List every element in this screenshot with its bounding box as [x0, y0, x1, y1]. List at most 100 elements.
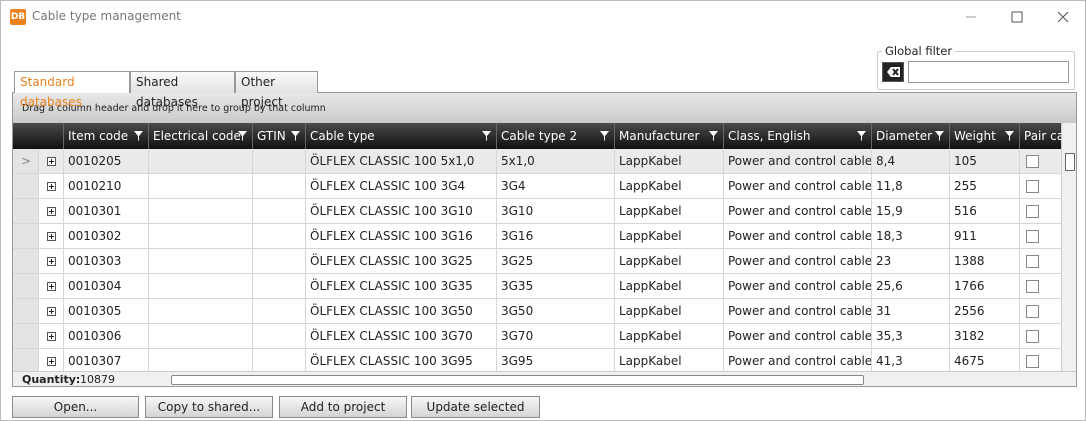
filter-icon[interactable] — [134, 131, 143, 141]
row-indicator — [13, 249, 39, 274]
grid-cell — [1020, 324, 1061, 349]
filter-icon[interactable] — [238, 131, 247, 141]
grid-cell: 5x1,0 — [497, 149, 615, 174]
column-header[interactable]: Class, English — [724, 123, 872, 149]
grid-cell — [253, 199, 306, 224]
grid-cell: LappKabel — [615, 324, 724, 349]
column-header[interactable]: Cable type 2 — [497, 123, 615, 149]
expand-button[interactable] — [47, 207, 56, 216]
vertical-scrollbar[interactable] — [1061, 123, 1076, 371]
checkbox[interactable] — [1026, 330, 1039, 343]
button[interactable]: Open... — [12, 396, 139, 418]
grid-cell — [253, 149, 306, 174]
grid-cell: ÖLFLEX CLASSIC 100 3G25 — [306, 249, 497, 274]
grid-cell — [253, 299, 306, 324]
grid-cell: Power and control cable — [724, 324, 872, 349]
column-header[interactable]: Cable type — [306, 123, 497, 149]
filter-icon[interactable] — [857, 131, 866, 141]
grid-cell: 0010301 — [64, 199, 149, 224]
filter-icon[interactable] — [291, 131, 300, 141]
checkbox[interactable] — [1026, 280, 1039, 293]
expand-button[interactable] — [47, 157, 56, 166]
column-header[interactable]: Pair ca — [1020, 123, 1061, 149]
grid-cell: 15,9 — [872, 199, 950, 224]
column-title: Pair ca — [1024, 129, 1061, 143]
filter-icon[interactable] — [1005, 131, 1014, 141]
grid-cell: ÖLFLEX CLASSIC 100 3G70 — [306, 324, 497, 349]
tab[interactable]: Standard databases — [14, 71, 130, 109]
tab[interactable]: Shared databases — [130, 71, 235, 109]
close[interactable] — [1057, 11, 1069, 23]
expand-button[interactable] — [47, 232, 56, 241]
expand-button[interactable] — [47, 332, 56, 341]
scroll-thumb[interactable] — [1065, 153, 1075, 171]
checkbox[interactable] — [1026, 155, 1039, 168]
filter-icon[interactable] — [482, 131, 491, 141]
expand-cell — [39, 224, 64, 249]
column-header[interactable]: Electrical code — [149, 123, 253, 149]
checkbox[interactable] — [1026, 230, 1039, 243]
grid-cell: Power and control cable — [724, 274, 872, 299]
checkbox[interactable] — [1026, 305, 1039, 318]
grid-cell: Power and control cable — [724, 224, 872, 249]
checkbox[interactable] — [1026, 180, 1039, 193]
grid-cell: 516 — [950, 199, 1020, 224]
grid-body: Item code Electrical code GTIN Cable type Ca… — [13, 123, 1061, 371]
expand-cell — [39, 349, 64, 371]
filter-icon[interactable] — [600, 131, 609, 141]
grid-cell: 1766 — [950, 274, 1020, 299]
grid-cell — [1020, 274, 1061, 299]
column-header[interactable]: Manufacturer — [615, 123, 724, 149]
horizontal-scrollbar[interactable] — [171, 375, 864, 385]
tab[interactable]: Other project — [235, 71, 318, 109]
expand-cell — [39, 174, 64, 199]
grid-cell: LappKabel — [615, 149, 724, 174]
grid-cell: LappKabel — [615, 174, 724, 199]
filter-input[interactable] — [908, 61, 1069, 83]
grid-cell: 0010304 — [64, 274, 149, 299]
expand-button[interactable] — [47, 182, 56, 191]
expand-button[interactable] — [47, 257, 56, 266]
expand-cell — [39, 299, 64, 324]
grid-cell — [1020, 149, 1061, 174]
maximize[interactable] — [1011, 11, 1023, 23]
column-header[interactable]: Item code — [64, 123, 149, 149]
button[interactable]: Add to project — [279, 396, 407, 418]
expand-button[interactable] — [47, 282, 56, 291]
expand-button[interactable] — [47, 357, 56, 366]
button[interactable]: Copy to shared... — [145, 396, 273, 418]
filter-icon[interactable] — [709, 131, 718, 141]
column-title: Weight — [954, 129, 996, 143]
clear-filter-button[interactable] — [882, 62, 904, 82]
grid-cell: 3G4 — [497, 174, 615, 199]
grid-cell: 2556 — [950, 299, 1020, 324]
column-title: Item code — [68, 129, 129, 143]
expand-cell — [39, 274, 64, 299]
button[interactable]: Update selected — [411, 396, 540, 418]
grid-cell: LappKabel — [615, 299, 724, 324]
filter-icon[interactable] — [935, 131, 944, 141]
grid-cell: ÖLFLEX CLASSIC 100 3G10 — [306, 199, 497, 224]
checkbox[interactable] — [1026, 355, 1039, 368]
expand-cell — [39, 324, 64, 349]
grid-cell: 35,3 — [872, 324, 950, 349]
column-header[interactable]: Weight — [950, 123, 1020, 149]
column-header[interactable]: GTIN — [253, 123, 306, 149]
grid-cell: 0010306 — [64, 324, 149, 349]
row-indicator — [13, 299, 39, 324]
column-header[interactable]: Diameter — [872, 123, 950, 149]
filter-group — [877, 51, 1075, 90]
grid-cell — [149, 174, 253, 199]
grid-cell: 4675 — [950, 349, 1020, 371]
grid-cell: 31 — [872, 299, 950, 324]
window-controls[interactable] — [961, 7, 1081, 27]
grid-cell — [1020, 249, 1061, 274]
column-title: Electrical code — [153, 129, 241, 143]
grid-cell — [253, 274, 306, 299]
checkbox[interactable] — [1026, 255, 1039, 268]
grid-cell: 3G50 — [497, 299, 615, 324]
checkbox[interactable] — [1026, 205, 1039, 218]
expand-button[interactable] — [47, 307, 56, 316]
expand-cell — [39, 199, 64, 224]
grid-cell — [253, 224, 306, 249]
